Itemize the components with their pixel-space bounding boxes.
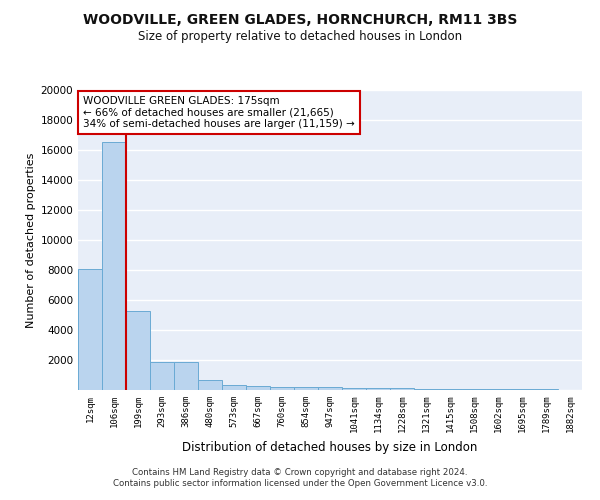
Bar: [390, 388, 414, 390]
X-axis label: Distribution of detached houses by size in London: Distribution of detached houses by size …: [182, 441, 478, 454]
Text: Size of property relative to detached houses in London: Size of property relative to detached ho…: [138, 30, 462, 43]
Bar: [102, 142, 126, 390]
Text: WOODVILLE GREEN GLADES: 175sqm
← 66% of detached houses are smaller (21,665)
34%: WOODVILLE GREEN GLADES: 175sqm ← 66% of …: [83, 96, 355, 129]
Bar: [246, 386, 270, 390]
Bar: [294, 387, 318, 390]
Text: WOODVILLE, GREEN GLADES, HORNCHURCH, RM11 3BS: WOODVILLE, GREEN GLADES, HORNCHURCH, RM1…: [83, 12, 517, 26]
Bar: [462, 389, 486, 390]
Y-axis label: Number of detached properties: Number of detached properties: [26, 152, 36, 328]
Bar: [174, 362, 198, 390]
Bar: [78, 268, 102, 390]
Bar: [438, 389, 462, 390]
Bar: [318, 387, 342, 390]
Bar: [222, 385, 246, 390]
Bar: [126, 310, 150, 390]
Bar: [366, 388, 390, 390]
Bar: [486, 389, 510, 390]
Bar: [150, 362, 174, 390]
Bar: [198, 380, 222, 390]
Bar: [414, 388, 438, 390]
Text: Contains HM Land Registry data © Crown copyright and database right 2024.
Contai: Contains HM Land Registry data © Crown c…: [113, 468, 487, 487]
Bar: [270, 386, 294, 390]
Bar: [342, 388, 366, 390]
